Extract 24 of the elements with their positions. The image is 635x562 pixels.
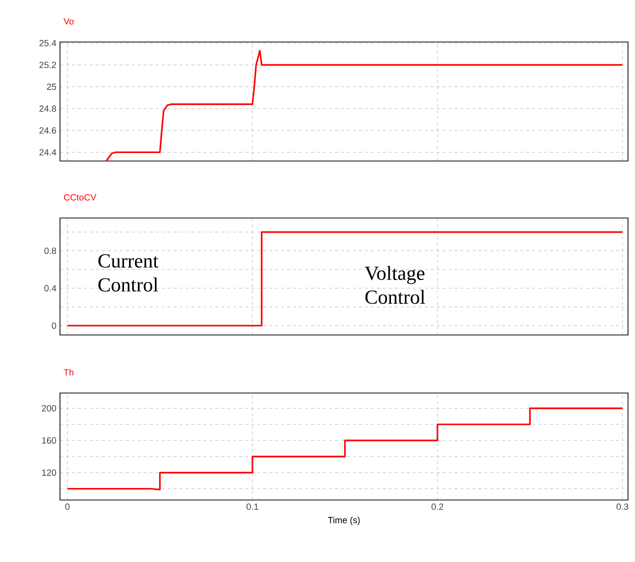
annotation: Current Control [98, 254, 158, 292]
y-tick-label: 25.4 [39, 40, 56, 46]
line-series [105, 50, 624, 161]
annotation: Voltage Control [364, 266, 426, 304]
x-axis-title: Time (s) [328, 516, 360, 526]
chart-title: Th [64, 369, 74, 376]
line-series [66, 407, 624, 490]
x-tick-label: 0 [65, 504, 70, 510]
y-tick-label: 24.4 [39, 149, 56, 156]
y-tick-label: 0 [52, 322, 56, 329]
y-tick-label: 25.2 [39, 62, 56, 68]
y-tick-label: 200 [42, 405, 56, 412]
chart-title: CCtoCV [64, 194, 96, 201]
x-tick-label: 0.3 [616, 504, 628, 510]
y-tick-label: 120 [42, 469, 56, 476]
y-tick-label: 24.6 [39, 127, 56, 134]
x-tick-label: 0.2 [432, 504, 444, 510]
y-tick-label: 25 [46, 84, 56, 90]
y-tick-label: 0.4 [44, 285, 56, 292]
y-tick-label: 24.8 [39, 105, 56, 112]
chart-title: Vo [64, 18, 74, 24]
x-tick-label: 0.1 [246, 504, 258, 510]
y-tick-label: 160 [42, 437, 56, 444]
y-tick-label: 0.8 [44, 248, 56, 254]
